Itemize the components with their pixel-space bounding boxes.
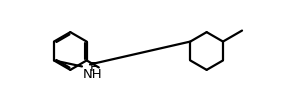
Text: F: F — [89, 61, 97, 74]
Text: NH: NH — [83, 68, 102, 81]
